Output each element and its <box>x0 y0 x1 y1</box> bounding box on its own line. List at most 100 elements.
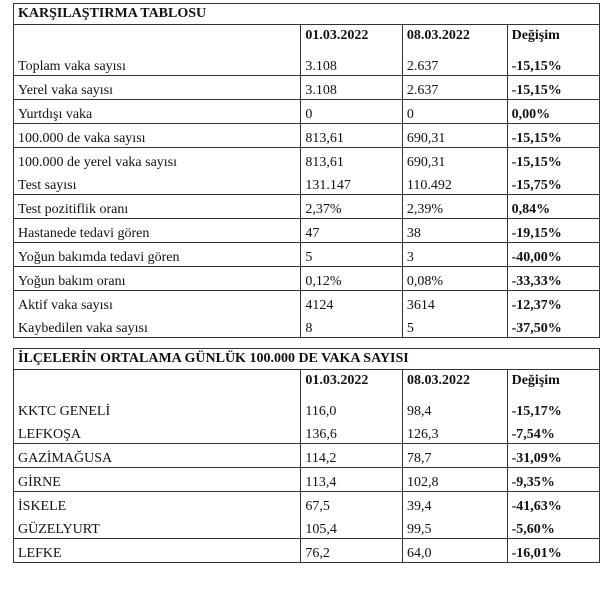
value-date-1: 47 <box>300 218 403 243</box>
header-row: 01.03.2022 08.03.2022 Değişim <box>12 24 601 50</box>
change-value: -33,33% <box>506 266 601 291</box>
row-label: Yoğun bakım oranı <box>12 266 301 291</box>
value-date-2: 110.492 <box>401 171 508 195</box>
table-row: Aktif vaka sayısı 4124 3614 -12,37% <box>12 290 601 314</box>
table-title: İLÇELERİN ORTALAMA GÜNLÜK 100.000 DE VAK… <box>13 348 600 370</box>
header-change: Değişim <box>506 369 601 395</box>
header-date-1: 01.03.2022 <box>300 24 403 50</box>
value-date-2: 5 <box>401 314 508 338</box>
row-label: Toplam vaka sayısı <box>12 50 301 76</box>
value-date-1: 136,6 <box>300 420 403 444</box>
value-date-1: 76,2 <box>300 538 403 563</box>
table-title-row: İLÇELERİN ORTALAMA GÜNLÜK 100.000 DE VAK… <box>13 348 600 370</box>
value-date-2: 126,3 <box>401 420 508 444</box>
value-date-1: 5 <box>300 242 403 267</box>
value-date-2: 2,39% <box>401 194 508 219</box>
change-value: -41,63% <box>506 491 601 515</box>
table-row: GÜZELYURT 105,4 99,5 -5,60% <box>12 515 601 539</box>
table-title-row: KARŞILAŞTIRMA TABLOSU <box>13 3 600 25</box>
value-date-1: 0,12% <box>300 266 403 291</box>
value-date-2: 64,0 <box>401 538 508 563</box>
value-date-1: 114,2 <box>300 443 403 468</box>
table-row: GİRNE 113,4 102,8 -9,35% <box>12 467 601 492</box>
value-date-1: 813,61 <box>300 123 403 148</box>
change-value: -15,15% <box>506 50 601 76</box>
table-row: Yerel vaka sayısı 3.108 2.637 -15,15% <box>12 75 601 100</box>
table-row: 100.000 de yerel vaka sayısı 813,61 690,31… <box>12 147 601 171</box>
table-row: 100.000 de vaka sayısı 813,61 690,31 -15,15… <box>12 123 601 148</box>
value-date-2: 690,31 <box>401 147 508 171</box>
value-date-2: 690,31 <box>401 123 508 148</box>
row-label: Aktif vaka sayısı <box>12 290 301 314</box>
row-label: KKTC GENELİ <box>12 395 301 420</box>
comparison-table: KARŞILAŞTIRMA TABLOSU 01.03.2022 08.03.20… <box>12 3 601 338</box>
district-table: İLÇELERİN ORTALAMA GÜNLÜK 100.000 DE VAK… <box>12 348 601 563</box>
change-value: 0,84% <box>506 194 601 219</box>
change-value: -37,50% <box>506 314 601 338</box>
table-row: İSKELE 67,5 39,4 -41,63% <box>12 491 601 515</box>
value-date-1: 105,4 <box>300 515 403 539</box>
value-date-1: 2,37% <box>300 194 403 219</box>
row-label: GAZİMAĞUSA <box>12 443 301 468</box>
table-row: Toplam vaka sayısı 3.108 2.637 -15,15% <box>12 50 601 76</box>
value-date-2: 0,08% <box>401 266 508 291</box>
header-label <box>12 24 301 50</box>
value-date-1: 131.147 <box>300 171 403 195</box>
value-date-2: 0 <box>401 99 508 124</box>
row-label: İSKELE <box>12 491 301 515</box>
value-date-1: 3.108 <box>300 75 403 100</box>
change-value: -31,09% <box>506 443 601 468</box>
value-date-2: 2.637 <box>401 75 508 100</box>
table-row: Kaybedilen vaka sayısı 8 5 -37,50% <box>12 314 601 338</box>
change-value: -19,15% <box>506 218 601 243</box>
row-label: Yerel vaka sayısı <box>12 75 301 100</box>
table-row: Test sayısı 131.147 110.492 -15,75% <box>12 171 601 195</box>
header-date-2: 08.03.2022 <box>401 369 508 395</box>
row-label: LEFKE <box>12 538 301 563</box>
table-row: Yoğun bakım oranı 0,12% 0,08% -33,33% <box>12 266 601 291</box>
table-row: LEFKOŞA 136,6 126,3 -7,54% <box>12 420 601 444</box>
value-date-2: 99,5 <box>401 515 508 539</box>
row-label: 100.000 de yerel vaka sayısı <box>12 147 301 171</box>
table-row: Yoğun bakımda tedavi gören 5 3 -40,00% <box>12 242 601 267</box>
change-value: -9,35% <box>506 467 601 492</box>
change-value: -15,15% <box>506 123 601 148</box>
value-date-2: 98,4 <box>401 395 508 420</box>
change-value: -16,01% <box>506 538 601 563</box>
value-date-1: 0 <box>300 99 403 124</box>
value-date-2: 3614 <box>401 290 508 314</box>
row-label: Yoğun bakımda tedavi gören <box>12 242 301 267</box>
table-row: GAZİMAĞUSA 114,2 78,7 -31,09% <box>12 443 601 468</box>
table-row: Yurtdışı vaka 0 0 0,00% <box>12 99 601 124</box>
value-date-2: 39,4 <box>401 491 508 515</box>
change-value: -7,54% <box>506 420 601 444</box>
value-date-2: 38 <box>401 218 508 243</box>
value-date-1: 116,0 <box>300 395 403 420</box>
value-date-2: 3 <box>401 242 508 267</box>
row-label: GİRNE <box>12 467 301 492</box>
change-value: -15,75% <box>506 171 601 195</box>
value-date-1: 8 <box>300 314 403 338</box>
header-date-1: 01.03.2022 <box>300 369 403 395</box>
header-date-2: 08.03.2022 <box>401 24 508 50</box>
row-label: Yurtdışı vaka <box>12 99 301 124</box>
table-title: KARŞILAŞTIRMA TABLOSU <box>13 3 600 25</box>
change-value: -5,60% <box>506 515 601 539</box>
table-row: LEFKE 76,2 64,0 -16,01% <box>12 538 601 563</box>
value-date-2: 102,8 <box>401 467 508 492</box>
header-row: 01.03.2022 08.03.2022 Değişim <box>12 369 601 395</box>
header-label <box>12 369 301 395</box>
row-label: Test sayısı <box>12 171 301 195</box>
row-label: 100.000 de vaka sayısı <box>12 123 301 148</box>
change-value: 0,00% <box>506 99 601 124</box>
table-row: Hastanede tedavi gören 47 38 -19,15% <box>12 218 601 243</box>
change-value: -40,00% <box>506 242 601 267</box>
row-label: LEFKOŞA <box>12 420 301 444</box>
value-date-1: 3.108 <box>300 50 403 76</box>
row-label: Test pozitiflik oranı <box>12 194 301 219</box>
header-change: Değişim <box>506 24 601 50</box>
table-row: Test pozitiflik oranı 2,37% 2,39% 0,84% <box>12 194 601 219</box>
value-date-1: 67,5 <box>300 491 403 515</box>
value-date-2: 78,7 <box>401 443 508 468</box>
value-date-2: 2.637 <box>401 50 508 76</box>
